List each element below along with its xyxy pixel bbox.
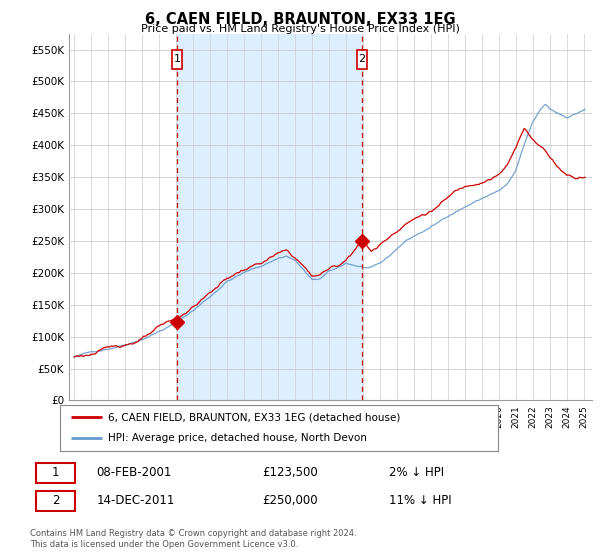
Text: Price paid vs. HM Land Registry's House Price Index (HPI): Price paid vs. HM Land Registry's House … bbox=[140, 24, 460, 34]
Text: 1: 1 bbox=[52, 466, 59, 479]
Text: 1: 1 bbox=[174, 54, 181, 64]
FancyBboxPatch shape bbox=[172, 50, 182, 69]
Text: Contains HM Land Registry data © Crown copyright and database right 2024.
This d: Contains HM Land Registry data © Crown c… bbox=[30, 529, 356, 549]
Bar bbox=[178, 34, 362, 400]
Text: 2% ↓ HPI: 2% ↓ HPI bbox=[389, 466, 444, 479]
Text: 6, CAEN FIELD, BRAUNTON, EX33 1EG: 6, CAEN FIELD, BRAUNTON, EX33 1EG bbox=[145, 12, 455, 27]
Text: 11% ↓ HPI: 11% ↓ HPI bbox=[389, 494, 451, 507]
FancyBboxPatch shape bbox=[35, 491, 75, 511]
Text: 08-FEB-2001: 08-FEB-2001 bbox=[96, 466, 172, 479]
FancyBboxPatch shape bbox=[35, 463, 75, 483]
Text: 6, CAEN FIELD, BRAUNTON, EX33 1EG (detached house): 6, CAEN FIELD, BRAUNTON, EX33 1EG (detac… bbox=[108, 412, 401, 422]
Text: 14-DEC-2011: 14-DEC-2011 bbox=[96, 494, 175, 507]
Text: HPI: Average price, detached house, North Devon: HPI: Average price, detached house, Nort… bbox=[108, 433, 367, 444]
FancyBboxPatch shape bbox=[357, 50, 367, 69]
Text: £250,000: £250,000 bbox=[262, 494, 317, 507]
Text: 2: 2 bbox=[358, 54, 365, 64]
Text: £123,500: £123,500 bbox=[262, 466, 317, 479]
Text: 2: 2 bbox=[52, 494, 59, 507]
